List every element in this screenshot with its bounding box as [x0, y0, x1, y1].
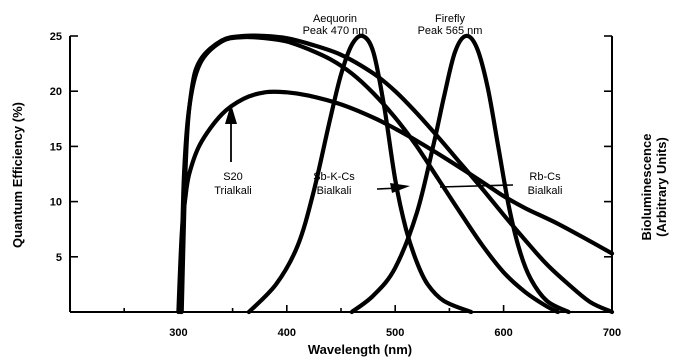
- annotation-firefly-line2: Peak 565 nm: [418, 25, 483, 37]
- annotation-aequorin-line1: Aequorin: [313, 13, 357, 25]
- series-line-s20-trialkali: [176, 89, 615, 315]
- y-tick-label: 25: [50, 31, 62, 43]
- y-tick-label: 10: [50, 197, 62, 209]
- x-tick-label: 500: [386, 327, 404, 339]
- series-layer: [176, 33, 615, 315]
- series-line-firefly: [349, 33, 571, 315]
- y-axis-title: Quantum Efficiency (%): [10, 102, 25, 248]
- x-tick-label: 400: [278, 327, 296, 339]
- annotation-sbkcs-line1: Sb-K-Cs: [313, 171, 355, 183]
- y-tick-label: 20: [50, 86, 62, 98]
- series-line-aequorin: [246, 33, 474, 315]
- y2-axis-title-line2: (Arbitrary Units): [654, 137, 669, 237]
- x-tick-label: 600: [494, 327, 512, 339]
- y2-axis-title-line1: Bioluminescence: [639, 134, 654, 241]
- annotations: Aequorin Peak 470 nm Firefly Peak 565 nm…: [214, 13, 562, 197]
- annotation-sbkcs-line2: Bialkali: [317, 185, 352, 197]
- y-tick-label: 15: [50, 141, 62, 153]
- x-axis-title: Wavelength (nm): [308, 342, 412, 357]
- y-tick-label: 5: [56, 252, 62, 264]
- annotation-aequorin-line2: Peak 470 nm: [303, 25, 368, 37]
- axes: 5 10 15 20 25 300 400 500 600 700: [50, 31, 621, 339]
- x-tick-label: 700: [603, 327, 621, 339]
- rbcs-pointer-line: [439, 184, 514, 188]
- annotation-firefly-line1: Firefly: [435, 13, 465, 25]
- annotation-s20-line1: S20: [223, 171, 243, 183]
- annotation-rbcs-line2: Bialkali: [528, 185, 563, 197]
- s20-arrow-head: [225, 104, 237, 124]
- annotation-s20-line2: Trialkali: [214, 185, 252, 197]
- x-tick-label: 300: [169, 327, 187, 339]
- bialkali-pointer-head: [390, 183, 410, 193]
- annotation-rbcs-line1: Rb-Cs: [529, 171, 561, 183]
